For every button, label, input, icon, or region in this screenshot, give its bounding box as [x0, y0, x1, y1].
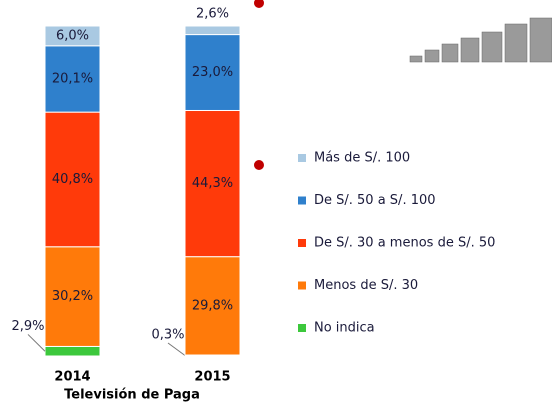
leader-line [168, 343, 185, 355]
legend-swatch [298, 324, 306, 332]
leader-line [28, 334, 45, 351]
legend-swatch [298, 239, 306, 247]
data-label: 2,6% [196, 7, 229, 22]
legend-label: De S/. 30 a menos de S/. 50 [314, 236, 495, 251]
legend-swatch [298, 154, 306, 162]
data-label: 23,0% [192, 65, 233, 80]
data-label: 30,2% [52, 289, 93, 304]
data-label: 40,8% [52, 172, 93, 187]
data-label: 29,8% [192, 298, 233, 313]
bar-segment [45, 346, 100, 356]
legend-label: Más de S/. 100 [314, 151, 410, 166]
coins-icon [410, 18, 552, 62]
legend-label: Menos de S/. 30 [314, 278, 418, 293]
bar-segment [185, 26, 240, 35]
legend-swatch [298, 282, 306, 290]
data-label: 2,9% [11, 319, 44, 334]
legend-label: No indica [314, 321, 375, 336]
x-tick-label: 2015 [194, 370, 230, 385]
x-axis-label: Televisión de Paga [64, 388, 200, 403]
chart: Televisión de Paga 2,9% 30,2% 40,8% 20,1% 6,… [0, 0, 552, 404]
data-label: 44,3% [192, 176, 233, 191]
marker-dot [254, 0, 264, 8]
data-label: 0,3% [151, 328, 184, 343]
data-label: 20,1% [52, 71, 93, 86]
legend-swatch [298, 197, 306, 205]
data-label: 6,0% [56, 28, 89, 43]
marker-dot [254, 160, 264, 170]
x-tick-label: 2014 [54, 370, 90, 385]
legend-label: De S/. 50 a S/. 100 [314, 193, 436, 208]
